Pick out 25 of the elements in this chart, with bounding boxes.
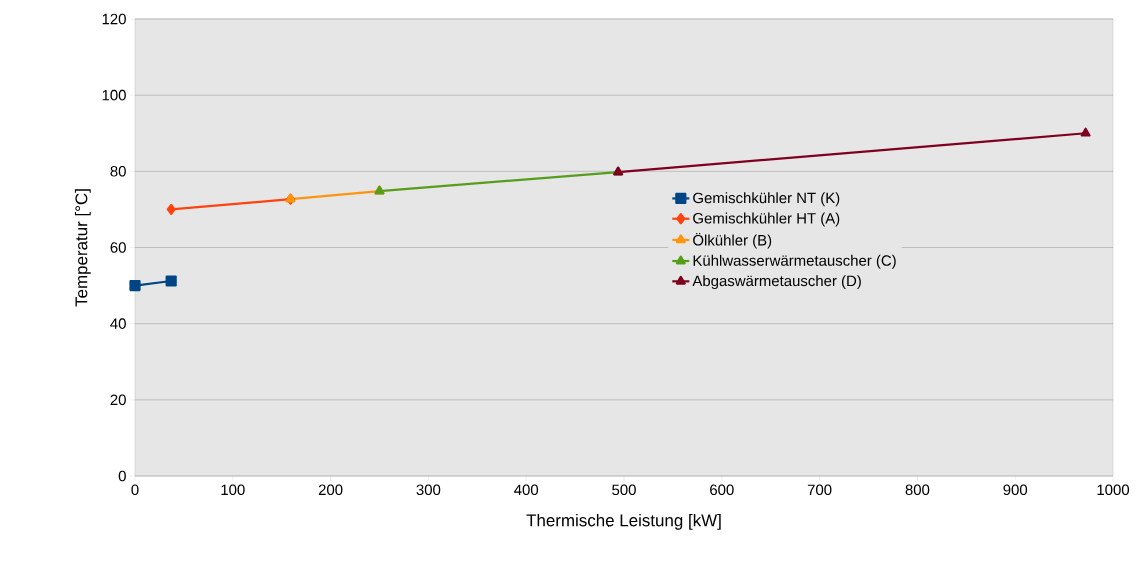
y-tick-label: 60: [110, 242, 126, 253]
y-tick-label: 40: [110, 318, 126, 329]
x-tick-label: 900: [1003, 484, 1028, 496]
y-tick-label: 80: [110, 166, 126, 177]
x-tick-label: 400: [514, 484, 539, 496]
y-axis-title: Temperatur [°C]: [74, 189, 91, 307]
x-tick-label: 700: [807, 484, 832, 496]
x-tick-label: 300: [416, 484, 441, 496]
x-tick-label: 800: [905, 484, 930, 496]
y-tick-label: 120: [102, 13, 126, 25]
y-tick-label: 0: [118, 470, 126, 482]
y-tick-label: 20: [110, 394, 126, 406]
legend-label: Ölkühler (B): [693, 232, 772, 249]
x-axis-title: Thermische Leistung [kW]: [526, 513, 721, 530]
x-tick-label: 500: [612, 484, 636, 496]
y-tick-label: 100: [102, 89, 126, 101]
legend-label: Abgaswärmetauscher (D): [692, 275, 861, 290]
x-tick-label: 600: [710, 484, 734, 496]
x-tick-label: 100: [221, 484, 245, 496]
x-tick-label: 200: [318, 484, 343, 496]
x-tick-label: 1000: [1097, 484, 1130, 496]
legend-label: Gemischkühler NT (K): [693, 192, 840, 207]
legend-label: Gemischkühler HT (A): [693, 212, 840, 227]
legend-label: Kühlwasserwärmetauscher (C): [693, 254, 896, 269]
x-tick-label: 0: [131, 484, 139, 496]
